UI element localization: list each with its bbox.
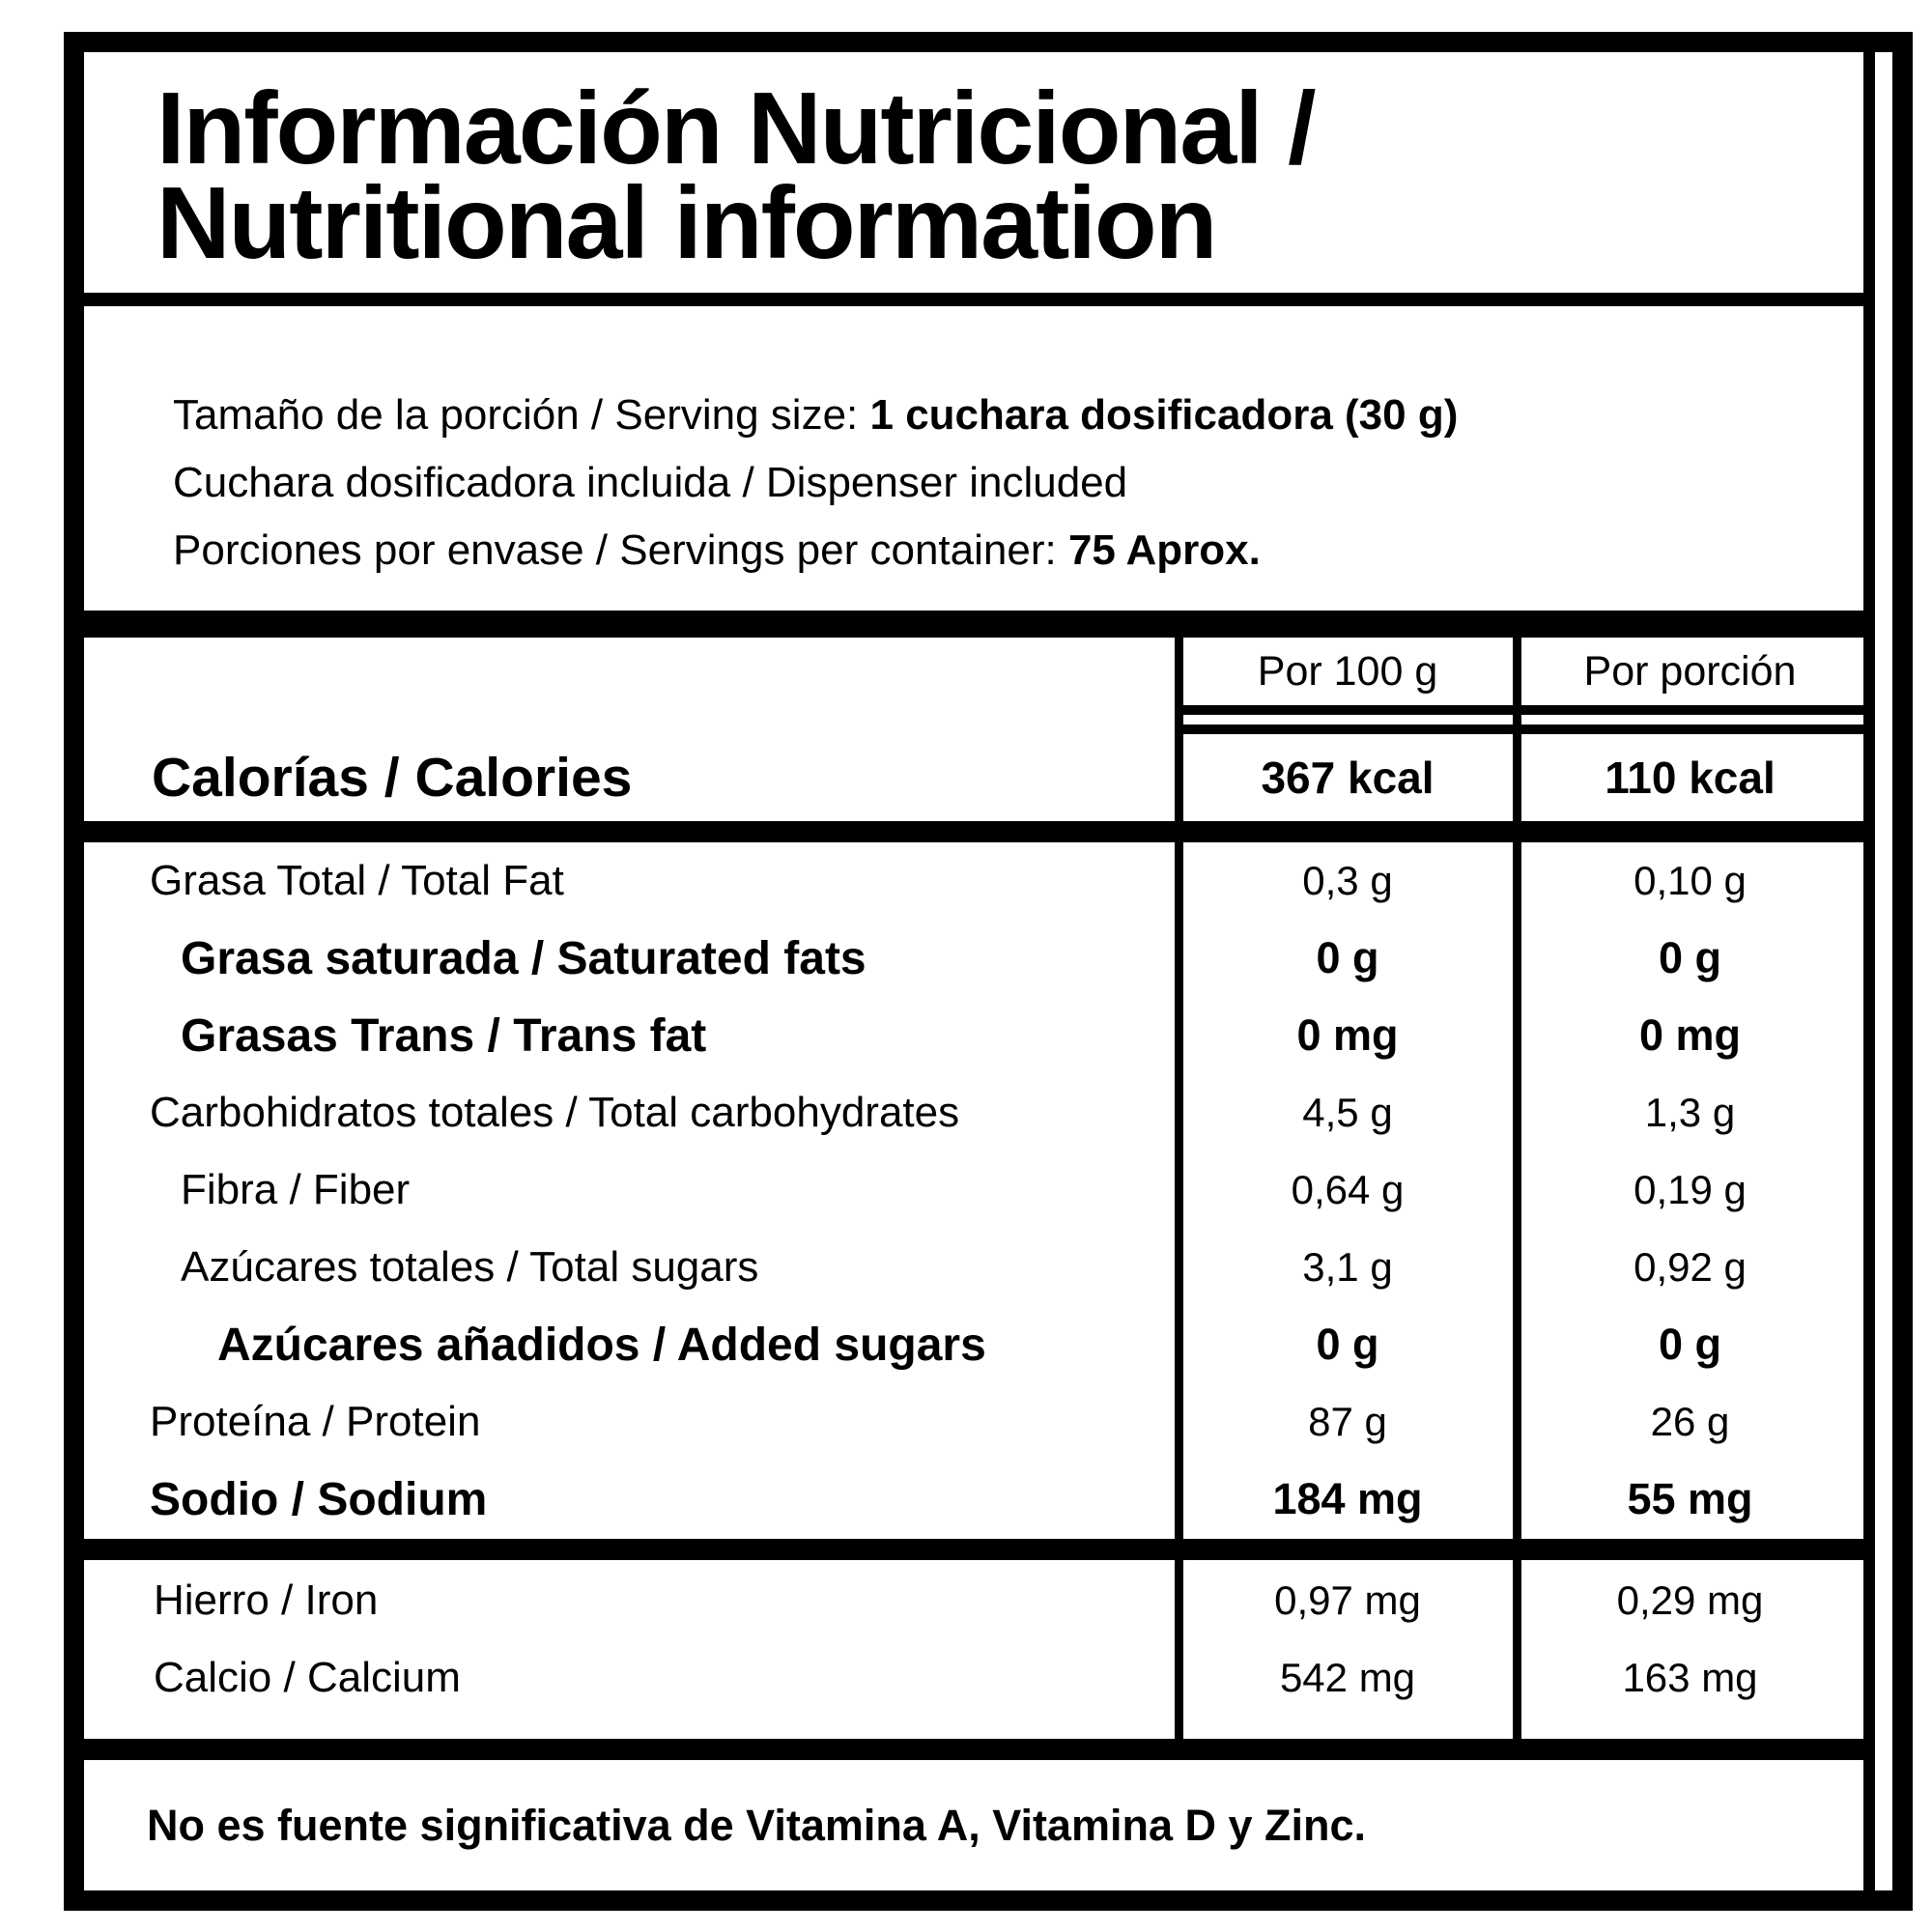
nutrient-label: Sodio / Sodium xyxy=(150,1473,488,1525)
nutrient-per-portion: 0,19 g xyxy=(1634,1167,1747,1212)
divider-calories-nutrients xyxy=(84,821,1863,842)
nutrition-label: Información Nutricional / Nutritional in… xyxy=(64,32,1913,1911)
mineral-label: Calcio / Calcium xyxy=(154,1654,461,1701)
nutrient-per-100g: 0 mg xyxy=(1296,1010,1399,1060)
nutrient-per-100g: 3,1 g xyxy=(1302,1244,1393,1290)
calories-row: Calorías / Calories 367 kcal 110 kcal xyxy=(84,734,1863,821)
nutrient-per-portion: 26 g xyxy=(1650,1399,1730,1444)
title-line-english: Nutritional information xyxy=(156,166,1217,280)
nutrient-label: Grasa saturada / Saturated fats xyxy=(181,932,867,984)
row-total-carbohydrates: Carbohidratos totales / Total carbohydra… xyxy=(84,1074,1863,1151)
nutrient-per-100g: 0 g xyxy=(1316,933,1379,982)
row-sodium: Sodio / Sodium 184 mg 55 mg xyxy=(84,1461,1863,1538)
divider-title-serving xyxy=(84,293,1863,306)
nutrient-label: Grasas Trans / Trans fat xyxy=(181,1009,707,1062)
column-separator-right xyxy=(1513,1560,1521,1739)
nutrient-per-100g: 87 g xyxy=(1308,1399,1387,1444)
minerals-table: Hierro / Iron 0,97 mg 0,29 mg Calcio / C… xyxy=(84,1560,1863,1739)
row-total-fat: Grasa Total / Total Fat 0,3 g 0,10 g xyxy=(84,842,1863,920)
nutrient-per-portion: 0 mg xyxy=(1638,1010,1742,1060)
column-separator-left xyxy=(1175,638,1183,1539)
nutrient-per-100g: 0 g xyxy=(1316,1320,1379,1369)
serving-size-label: Tamaño de la porción / Serving size: xyxy=(173,391,870,439)
serving-info-section: Tamaño de la porción / Serving size: 1 c… xyxy=(84,306,1863,611)
nutrition-table: Por 100 g Por porción Calorías / Calorie… xyxy=(84,638,1863,1539)
nutrient-per-portion: 1,3 g xyxy=(1644,1090,1736,1135)
mineral-per-100g: 0,97 mg xyxy=(1274,1577,1421,1623)
nutrient-per-portion: 55 mg xyxy=(1627,1474,1753,1523)
row-iron: Hierro / Iron 0,97 mg 0,29 mg xyxy=(84,1562,1863,1639)
title-section: Información Nutricional / Nutritional in… xyxy=(84,52,1863,293)
column-header-per-100g: Por 100 g xyxy=(1257,647,1438,695)
mineral-per-portion: 0,29 mg xyxy=(1616,1577,1764,1623)
nutrient-per-portion: 0,92 g xyxy=(1634,1244,1747,1290)
servings-per-container-line: Porciones por envase / Servings per cont… xyxy=(173,517,1863,584)
mineral-label: Hierro / Iron xyxy=(154,1577,379,1624)
label-inner-column: Información Nutricional / Nutritional in… xyxy=(84,52,1875,1890)
column-header-per-portion: Por porción xyxy=(1583,647,1797,695)
nutrient-per-100g: 0,64 g xyxy=(1291,1167,1405,1212)
nutrient-label: Fibra / Fiber xyxy=(181,1166,411,1213)
nutrient-per-portion: 0,10 g xyxy=(1634,858,1747,903)
servings-per-container-label: Porciones por envase / Servings per cont… xyxy=(173,526,1068,574)
nutrient-label: Proteína / Protein xyxy=(150,1398,481,1445)
calories-per-portion: 110 kcal xyxy=(1605,753,1776,803)
column-separator-left xyxy=(1175,1560,1183,1739)
column-header-row: Por 100 g Por porción xyxy=(84,638,1863,705)
serving-size-value: 1 cuchara dosificadora (30 g) xyxy=(869,391,1459,439)
row-trans-fat: Grasas Trans / Trans fat 0 mg 0 mg xyxy=(84,997,1863,1074)
nutrient-label: Azúcares añadidos / Added sugars xyxy=(217,1319,986,1371)
title-line-spanish: Información Nutricional / xyxy=(156,71,1317,185)
dispenser-line: Cuchara dosificadora incluida / Dispense… xyxy=(173,449,1863,517)
serving-size-line: Tamaño de la porción / Serving size: 1 c… xyxy=(173,382,1863,449)
divider-minerals-footnote xyxy=(84,1739,1863,1760)
row-added-sugars: Azúcares añadidos / Added sugars 0 g 0 g xyxy=(84,1306,1863,1383)
servings-per-container-value: 75 Aprox. xyxy=(1067,526,1261,574)
nutrient-label: Carbohidratos totales / Total carbohydra… xyxy=(150,1089,960,1136)
nutrient-label: Grasa Total / Total Fat xyxy=(150,857,564,904)
nutrient-per-portion: 0 g xyxy=(1658,933,1722,982)
row-calcium: Calcio / Calcium 542 mg 163 mg xyxy=(84,1639,1863,1717)
footnote-text: No es fuente significativa de Vitamina A… xyxy=(147,1800,1367,1850)
nutrient-label: Azúcares totales / Total sugars xyxy=(181,1243,759,1291)
nutrient-per-portion: 0 g xyxy=(1658,1320,1722,1369)
divider-serving-table xyxy=(84,611,1863,638)
mineral-per-100g: 542 mg xyxy=(1279,1655,1416,1700)
mineral-per-portion: 163 mg xyxy=(1622,1655,1758,1700)
dispenser-text: Cuchara dosificadora incluida / Dispense… xyxy=(173,459,1128,506)
nutrient-per-100g: 4,5 g xyxy=(1302,1090,1393,1135)
row-fiber: Fibra / Fiber 0,64 g 0,19 g xyxy=(84,1151,1863,1229)
row-total-sugars: Azúcares totales / Total sugars 3,1 g 0,… xyxy=(84,1229,1863,1306)
row-saturated-fat: Grasa saturada / Saturated fats 0 g 0 g xyxy=(84,920,1863,997)
nutrient-per-100g: 0,3 g xyxy=(1302,858,1393,903)
footnote-section: No es fuente significativa de Vitamina A… xyxy=(84,1760,1863,1890)
row-protein: Proteína / Protein 87 g 26 g xyxy=(84,1383,1863,1461)
divider-sodium-minerals xyxy=(84,1539,1863,1560)
calories-label: Calorías / Calories xyxy=(152,747,633,809)
calories-per-100g: 367 kcal xyxy=(1261,753,1435,803)
column-separator-right xyxy=(1513,638,1521,1539)
nutrient-per-100g: 184 mg xyxy=(1272,1474,1423,1523)
